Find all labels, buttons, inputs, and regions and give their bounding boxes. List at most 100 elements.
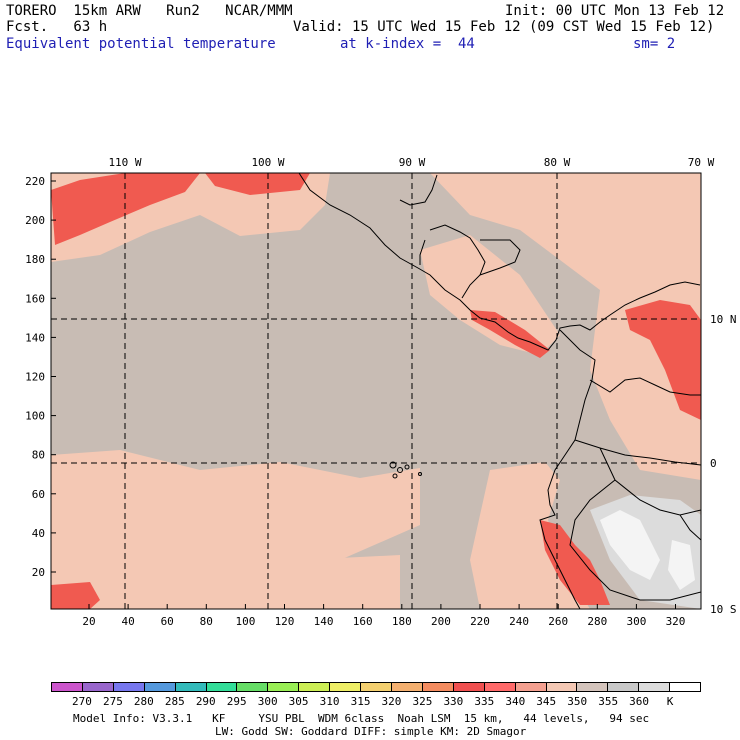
x-tick-label: 40: [121, 615, 134, 628]
y-tick-label: 220: [25, 175, 45, 188]
x-tick-label: 200: [431, 615, 451, 628]
lat-label: 10 S: [710, 603, 737, 616]
y-tick-label: 160: [25, 292, 45, 305]
x-tick-label: 20: [82, 615, 95, 628]
x-tick-label: 100: [235, 615, 255, 628]
x-tick-label: 300: [626, 615, 646, 628]
colorbar-swatch: [236, 683, 268, 691]
x-tick-label: 60: [161, 615, 174, 628]
colorbar-swatch: [267, 683, 299, 691]
field-peach-centam: [420, 235, 560, 355]
field-white-andes: [600, 510, 660, 580]
field-white-patch: [668, 540, 695, 590]
bottom-grid-index-ticks: 20 40 60 80 100 120 140 160 180 200 220 240 260 280 30…: [82, 604, 685, 628]
colorbar-label: 340: [505, 695, 526, 708]
colorbar-label: 315: [350, 695, 371, 708]
top-longitude-labels: 110 W 100 W 90 W 80 W 70 W: [108, 156, 714, 169]
field-red-sw-corner: [51, 582, 100, 609]
colorbar-label: 295: [226, 695, 247, 708]
lat-label: 10 N: [710, 313, 737, 326]
colorbar-swatch: [545, 683, 577, 691]
lon-label: 80 W: [544, 156, 571, 169]
init-time: Init: 00 UTC Mon 13 Feb 12: [505, 3, 725, 19]
x-tick-label: 120: [275, 615, 295, 628]
colorbar-label: 325: [412, 695, 433, 708]
lon-label: 110 W: [108, 156, 141, 169]
y-tick-label: 60: [32, 488, 45, 501]
field-red-caribbean: [625, 300, 701, 420]
y-tick-label: 120: [25, 371, 45, 384]
x-tick-label: 240: [509, 615, 529, 628]
colorbar-label: 360: [629, 695, 650, 708]
field-red-nw-top: [205, 173, 310, 195]
colorbar-label: 335: [474, 695, 495, 708]
x-tick-label: 220: [470, 615, 490, 628]
colorbar-label: 275: [102, 695, 123, 708]
map-frame: [50, 172, 702, 610]
lon-label: 70 W: [688, 156, 715, 169]
x-tick-label: 140: [314, 615, 334, 628]
field-peach-sw: [51, 540, 400, 609]
x-tick-label: 80: [200, 615, 213, 628]
colorbar-swatch: [143, 683, 175, 691]
colorbar-label: 270: [72, 695, 92, 708]
colorbar-swatch: [421, 683, 453, 691]
lat-label: 0: [710, 457, 717, 470]
colorbar-swatch: [52, 683, 82, 691]
x-tick-label: 280: [587, 615, 607, 628]
x-tick-label: 180: [392, 615, 412, 628]
colorbar-swatch: [205, 683, 237, 691]
colorbar: [51, 682, 701, 692]
right-latitude-labels: 10 N 0 10 S: [710, 313, 737, 616]
y-tick-label: 20: [32, 566, 45, 579]
colorbar-swatch: [329, 683, 361, 691]
colorbar-swatch: [669, 683, 701, 691]
colorbar-label: 345: [536, 695, 557, 708]
y-tick-label: 180: [25, 253, 45, 266]
colorbar-swatch: [452, 683, 484, 691]
coastlines: [298, 173, 701, 609]
colorbar-label: 320: [381, 695, 402, 708]
colorbar-label: 330: [443, 695, 464, 708]
y-tick-label: 100: [25, 410, 45, 423]
colorbar-swatch: [390, 683, 422, 691]
left-grid-index-ticks: 220 200 180 160 140 120 100 80 60 40 20: [25, 175, 56, 579]
colorbar-swatch: [174, 683, 206, 691]
colorbar-label: 290: [195, 695, 216, 708]
y-tick-label: 40: [32, 527, 45, 540]
field-red-costa-rica: [470, 310, 550, 358]
colorbar-swatch: [298, 683, 330, 691]
colorbar-label: 355: [598, 695, 619, 708]
colorbar-swatch: [638, 683, 670, 691]
x-tick-label: 260: [548, 615, 568, 628]
valid-time: Valid: 15 UTC Wed 15 Feb 12 (09 CST Wed …: [293, 19, 715, 35]
colorbar-swatch: [576, 683, 608, 691]
field-red-peru: [540, 520, 610, 605]
model-info: Model Info: V3.3.1 KF YSU PBL WDM 6class…: [73, 712, 650, 725]
lon-label: 90 W: [399, 156, 426, 169]
colorbar-label: 280: [133, 695, 154, 708]
latlon-grid: [51, 173, 701, 609]
colorbar-swatch: [514, 683, 546, 691]
colorbar-label: 305: [288, 695, 309, 708]
y-tick-label: 200: [25, 214, 45, 227]
colorbar-label: 300: [257, 695, 278, 708]
y-tick-label: 140: [25, 331, 45, 344]
field-name: Equivalent potential temperature: [6, 36, 276, 52]
colorbar-label: 285: [164, 695, 185, 708]
colorbar-swatch: [81, 683, 113, 691]
x-tick-label: 320: [666, 615, 686, 628]
lon-label: 100 W: [251, 156, 284, 169]
colorbar-swatch: [483, 683, 515, 691]
colorbar-swatch: [607, 683, 639, 691]
colorbar-label: 350: [567, 695, 588, 708]
physics-info: LW: Godd SW: Goddard DIFF: simple KM: 2D…: [215, 725, 527, 738]
model-title: TORERO 15km ARW Run2 NCAR/MMM: [6, 3, 293, 19]
x-tick-label: 160: [353, 615, 373, 628]
level-index: at k-index = 44: [340, 36, 475, 52]
y-tick-label: 80: [32, 449, 45, 462]
colorbar-label: K: [666, 695, 674, 708]
smoothing-label: sm= 2: [633, 36, 676, 52]
field-peach-northeast: [430, 173, 701, 300]
